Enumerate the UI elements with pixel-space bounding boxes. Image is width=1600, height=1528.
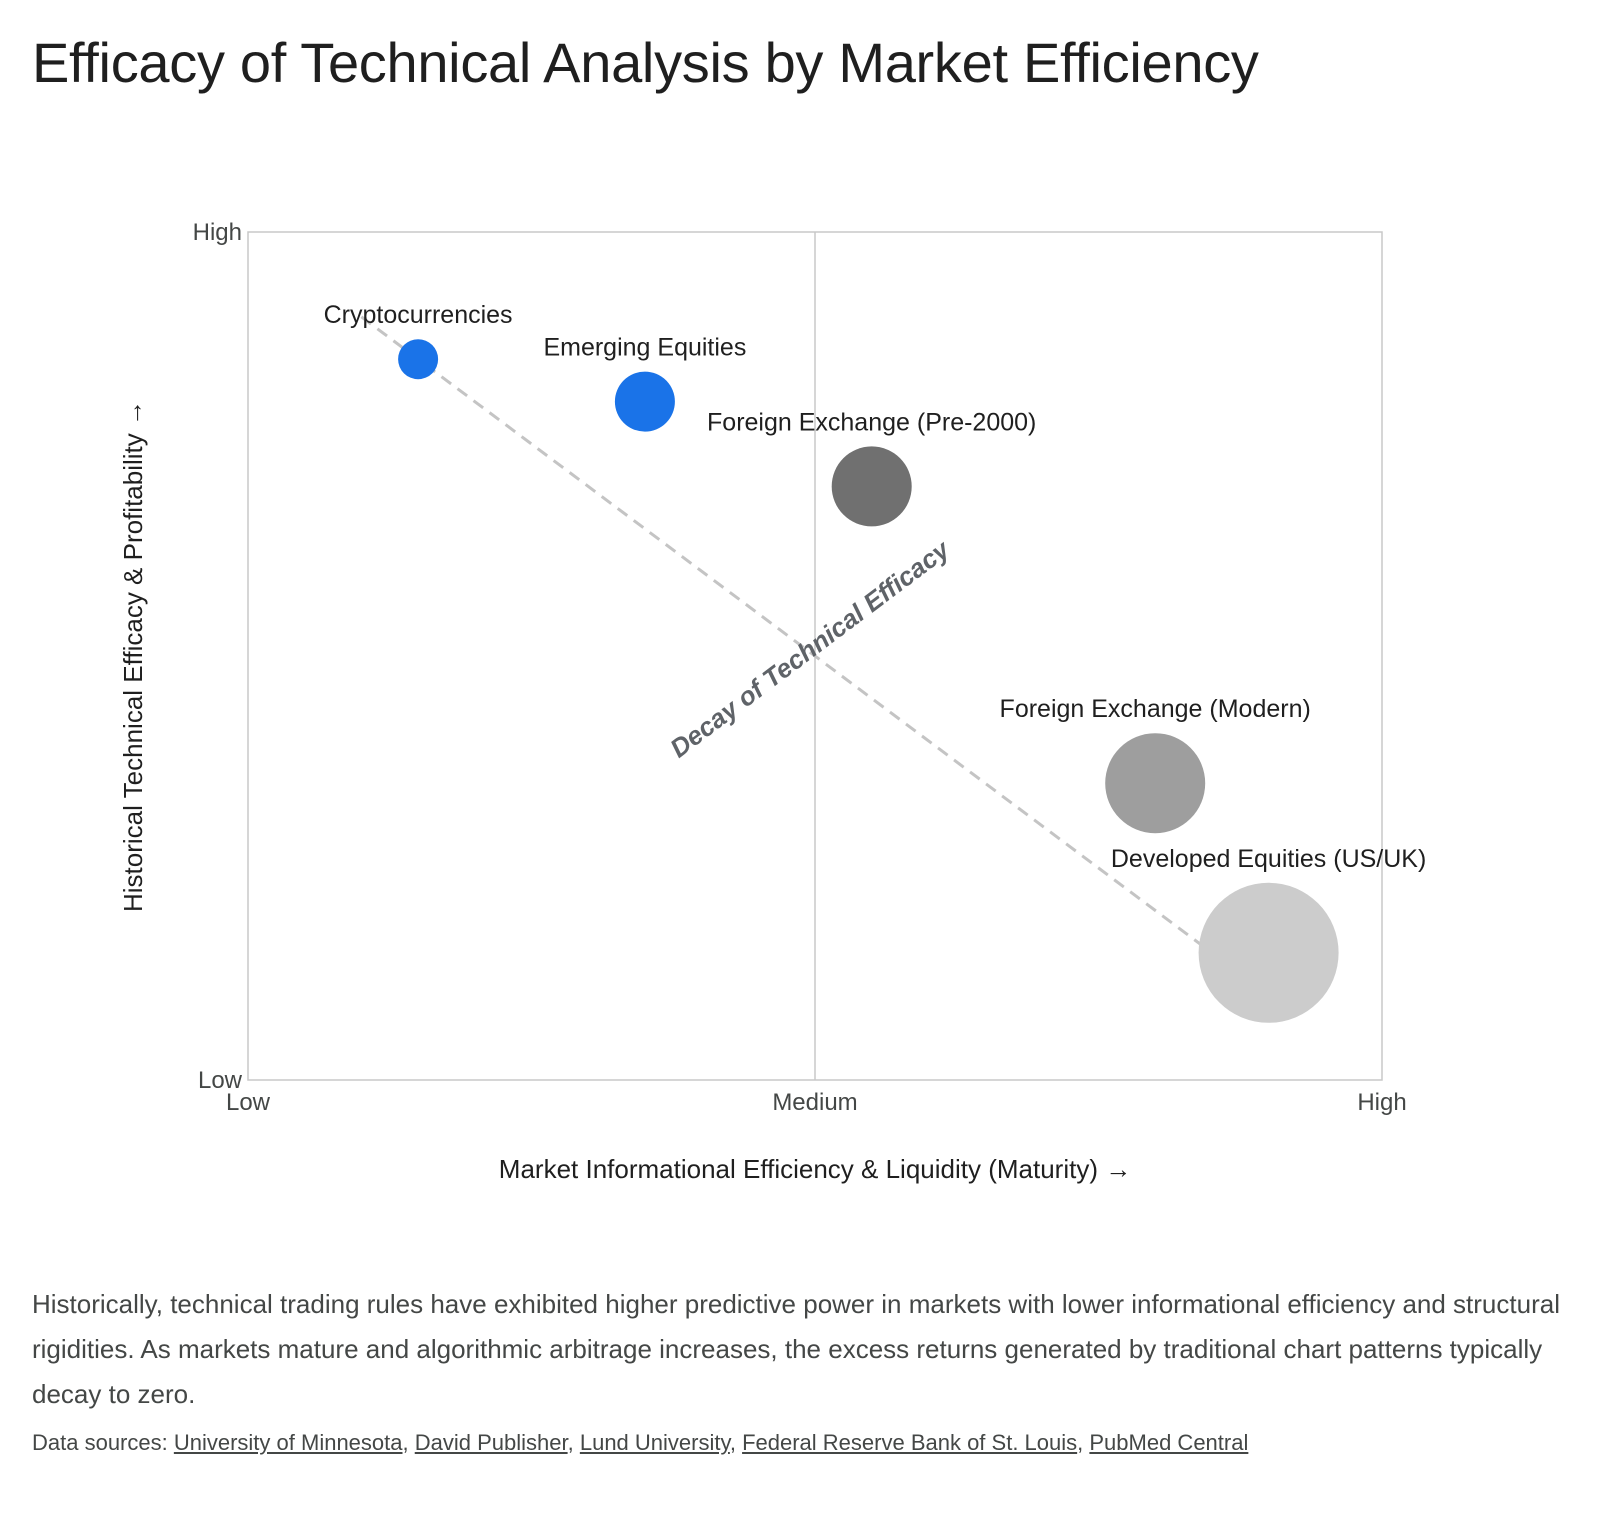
label-layer: Cryptocurrencies Emerging Equities Foreign… bbox=[324, 301, 1427, 873]
bubble-label-foreign-exchange-pre-2000: Foreign Exchange (Pre-2000) bbox=[707, 408, 1036, 436]
x-axis-title: Market Informational Efficiency & Liquid… bbox=[499, 1154, 1131, 1184]
source-link-david-publisher[interactable]: David Publisher bbox=[414, 1430, 568, 1455]
page-title: Efficacy of Technical Analysis by Market… bbox=[32, 31, 1259, 94]
bubble-label-developed-equities-us-uk: Developed Equities (US/UK) bbox=[1111, 845, 1426, 873]
y-tick-low: Low bbox=[198, 1067, 243, 1094]
trend-line bbox=[360, 315, 1213, 955]
bubble-foreign-exchange-pre-2000 bbox=[831, 446, 912, 527]
x-tick-medium: Medium bbox=[772, 1089, 857, 1116]
sources-prefix: Data sources: bbox=[32, 1430, 174, 1455]
bubble-label-foreign-exchange-modern: Foreign Exchange (Modern) bbox=[1000, 695, 1311, 723]
source-link-lund-university[interactable]: Lund University bbox=[579, 1430, 730, 1455]
chart-description: Historically, technical trading rules ha… bbox=[32, 1289, 1560, 1409]
bubble-chart: Cryptocurrencies Emerging Equities Foreign… bbox=[118, 219, 1427, 1184]
bubble-layer bbox=[398, 339, 1339, 1023]
bubble-cryptocurrencies bbox=[398, 339, 439, 380]
data-sources: Data sources: University of Minnesota, D… bbox=[32, 1430, 1249, 1455]
x-tick-high: High bbox=[1357, 1089, 1406, 1116]
source-link-university-of-minnesota[interactable]: University of Minnesota bbox=[173, 1430, 403, 1455]
source-link-federal-reserve-st-louis[interactable]: Federal Reserve Bank of St. Louis bbox=[742, 1430, 1078, 1455]
bubble-label-emerging-equities: Emerging Equities bbox=[543, 334, 746, 362]
y-tick-high: High bbox=[193, 219, 242, 246]
trend-layer bbox=[360, 315, 1213, 955]
source-link-pubmed-central[interactable]: PubMed Central bbox=[1089, 1430, 1249, 1455]
x-tick-low: Low bbox=[226, 1089, 271, 1116]
tick-layer: Low Medium High Low High bbox=[193, 219, 1407, 1116]
bubble-foreign-exchange-modern bbox=[1105, 733, 1206, 834]
bubble-label-cryptocurrencies: Cryptocurrencies bbox=[324, 301, 513, 329]
bubble-emerging-equities bbox=[614, 371, 675, 432]
bubble-developed-equities-us-uk bbox=[1198, 882, 1339, 1023]
y-axis-title: Historical Technical Efficacy & Profitab… bbox=[118, 400, 148, 912]
